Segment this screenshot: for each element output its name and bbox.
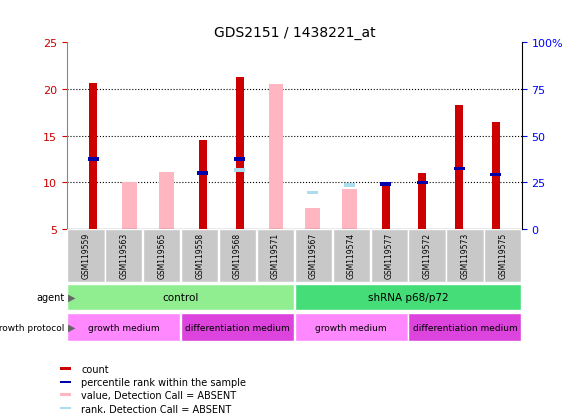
Bar <box>219 230 256 282</box>
Bar <box>491 122 500 229</box>
Bar <box>490 174 501 177</box>
Text: GSM119563: GSM119563 <box>120 232 128 278</box>
Bar <box>68 230 104 282</box>
Bar <box>181 313 294 342</box>
Bar <box>60 407 71 409</box>
Bar <box>68 284 294 311</box>
Bar <box>68 313 180 342</box>
Text: ▶: ▶ <box>68 292 76 302</box>
Bar <box>89 84 97 229</box>
Text: GSM119572: GSM119572 <box>423 232 431 278</box>
Text: GSM119559: GSM119559 <box>82 232 90 278</box>
Bar <box>198 172 209 175</box>
Text: growth protocol: growth protocol <box>0 323 64 332</box>
Text: percentile rank within the sample: percentile rank within the sample <box>81 377 246 387</box>
Text: GSM119573: GSM119573 <box>461 232 469 278</box>
Title: GDS2151 / 1438221_at: GDS2151 / 1438221_at <box>213 26 375 40</box>
Bar <box>60 394 71 396</box>
Bar <box>87 158 99 161</box>
Bar <box>295 313 408 342</box>
Text: GSM119567: GSM119567 <box>309 232 318 278</box>
Bar <box>333 230 370 282</box>
Bar <box>454 167 465 171</box>
Text: control: control <box>163 292 199 302</box>
Bar <box>409 313 521 342</box>
Text: GSM119571: GSM119571 <box>271 232 280 278</box>
Text: count: count <box>81 364 108 374</box>
Bar <box>159 173 174 229</box>
Text: shRNA p68/p72: shRNA p68/p72 <box>368 292 448 302</box>
Bar <box>60 367 71 370</box>
Text: rank, Detection Call = ABSENT: rank, Detection Call = ABSENT <box>81 404 231 413</box>
Bar <box>419 173 427 229</box>
Text: GSM119558: GSM119558 <box>195 232 204 278</box>
Bar <box>417 181 428 184</box>
Bar <box>344 184 355 187</box>
Bar <box>447 230 483 282</box>
Bar <box>484 230 521 282</box>
Bar <box>295 284 521 311</box>
Text: GSM119565: GSM119565 <box>157 232 166 278</box>
Bar <box>236 78 244 229</box>
Text: growth medium: growth medium <box>88 323 160 332</box>
Bar <box>371 230 408 282</box>
Bar <box>380 183 391 186</box>
Bar <box>382 185 390 229</box>
Bar <box>409 230 445 282</box>
Bar <box>181 230 218 282</box>
Text: GSM119568: GSM119568 <box>233 232 242 278</box>
Text: differentiation medium: differentiation medium <box>413 323 517 332</box>
Bar <box>234 158 245 161</box>
Text: agent: agent <box>36 292 64 302</box>
Bar <box>122 183 137 229</box>
Text: growth medium: growth medium <box>315 323 387 332</box>
Bar <box>257 230 294 282</box>
Text: differentiation medium: differentiation medium <box>185 323 290 332</box>
Bar <box>295 230 332 282</box>
Text: GSM119575: GSM119575 <box>498 232 507 278</box>
Bar <box>305 209 320 229</box>
Text: value, Detection Call = ABSENT: value, Detection Call = ABSENT <box>81 390 236 400</box>
Bar <box>342 189 357 229</box>
Text: ▶: ▶ <box>68 322 76 332</box>
Bar <box>307 191 318 195</box>
Text: GSM119574: GSM119574 <box>347 232 356 278</box>
Bar <box>106 230 142 282</box>
Bar <box>455 106 463 229</box>
Bar <box>143 230 180 282</box>
Text: GSM119577: GSM119577 <box>385 232 394 278</box>
Bar <box>60 381 71 383</box>
Bar <box>199 141 207 229</box>
Bar <box>269 85 283 229</box>
Bar <box>234 169 245 172</box>
